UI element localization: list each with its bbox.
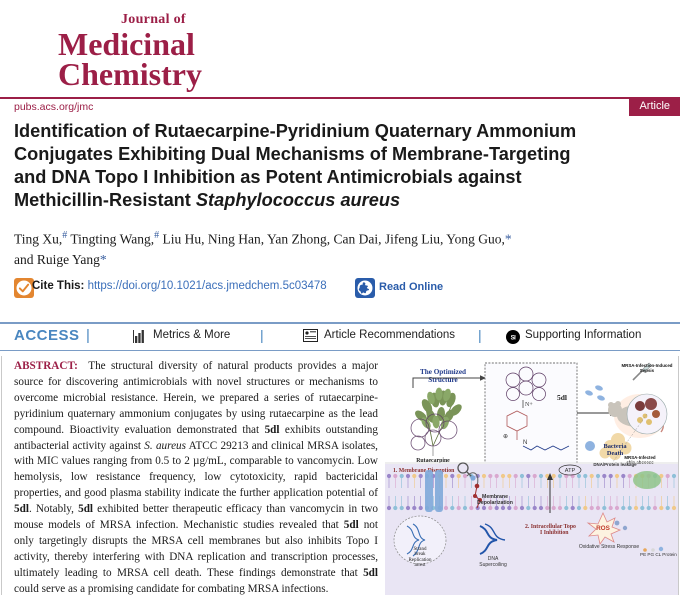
svg-text:5dl: 5dl: [557, 393, 567, 402]
svg-text:PE PG CL Protein 5dl: PE PG CL Protein 5dl: [640, 552, 678, 557]
svg-text:SI: SI: [511, 335, 517, 341]
svg-text:ROS: ROS: [596, 525, 611, 532]
svg-text:Death: Death: [607, 450, 624, 457]
svg-text:1. Membrane Disruption: 1. Membrane Disruption: [393, 468, 455, 474]
svg-text:break: break: [414, 552, 426, 557]
svg-text:Sepsis: Sepsis: [640, 368, 655, 373]
svg-text:Oxidative Stress Response: Oxidative Stress Response: [579, 544, 640, 550]
svg-text:N+: N+: [525, 402, 533, 408]
svg-text:DNA/Protein leakage: DNA/Protein leakage: [593, 462, 637, 467]
svg-text:arrest: arrest: [414, 563, 426, 568]
svg-text:Depolarization: Depolarization: [477, 500, 513, 506]
svg-text:Supercoiling: Supercoiling: [479, 562, 507, 568]
svg-text:I Inhibition: I Inhibition: [540, 530, 569, 536]
svg-text:Structure: Structure: [428, 376, 457, 384]
svg-text:⊕: ⊕: [503, 434, 508, 440]
svg-text:The Optimized: The Optimized: [420, 368, 466, 376]
svg-text:ATP: ATP: [565, 468, 576, 474]
svg-text:N: N: [523, 440, 527, 446]
